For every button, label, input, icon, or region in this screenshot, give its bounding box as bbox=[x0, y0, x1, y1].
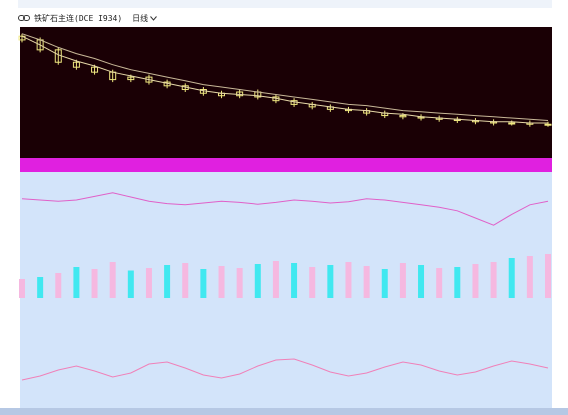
moving-average-fast bbox=[21, 35, 548, 124]
candle-body bbox=[72, 61, 80, 68]
price-indicator-band bbox=[20, 158, 552, 172]
bottom-scroll-bar[interactable] bbox=[0, 408, 568, 415]
volume-bar bbox=[109, 262, 116, 298]
volume-bar bbox=[182, 263, 189, 298]
volume-panel bbox=[19, 254, 551, 298]
candle-body bbox=[145, 76, 153, 83]
price-panel-background bbox=[20, 27, 552, 158]
volume-bar bbox=[490, 262, 497, 298]
volume-bar bbox=[526, 256, 533, 298]
chart-toolbar: 铁矿石主连(DCE I934) 日线 bbox=[18, 10, 568, 26]
volume-bar bbox=[55, 273, 62, 298]
volume-bar bbox=[145, 268, 152, 298]
volume-bar bbox=[37, 277, 44, 298]
window-top-strip bbox=[0, 0, 568, 8]
volume-bar bbox=[272, 261, 279, 298]
candle-body bbox=[508, 122, 516, 125]
volume-bar bbox=[508, 258, 515, 298]
volume-bar bbox=[545, 254, 551, 298]
volume-bar bbox=[127, 270, 134, 298]
volume-bar bbox=[381, 269, 388, 298]
indicator-panel bbox=[21, 192, 549, 226]
moving-average-slow bbox=[21, 33, 549, 121]
volume-bar bbox=[254, 264, 261, 298]
volume-bar bbox=[418, 265, 425, 298]
volume-bar bbox=[345, 262, 352, 298]
right-margin bbox=[552, 0, 568, 415]
volume-bar bbox=[73, 267, 80, 298]
volume-bar bbox=[19, 279, 25, 298]
candle-body bbox=[127, 76, 135, 81]
volume-bar bbox=[363, 266, 370, 298]
volume-bar bbox=[200, 269, 207, 298]
macd-line bbox=[21, 358, 549, 381]
link-icon[interactable] bbox=[18, 14, 30, 22]
macd-panel bbox=[21, 358, 549, 381]
volume-bar bbox=[436, 268, 443, 298]
volume-bar bbox=[399, 263, 406, 298]
left-margin bbox=[0, 0, 18, 415]
indicator-line bbox=[21, 192, 549, 226]
candle-body bbox=[544, 123, 552, 126]
volume-bar bbox=[309, 267, 316, 298]
period-label: 日线 bbox=[132, 13, 149, 23]
volume-bar bbox=[164, 265, 171, 298]
volume-bar bbox=[291, 263, 298, 298]
price-panel bbox=[18, 33, 552, 127]
volume-bar bbox=[236, 268, 243, 298]
volume-bar bbox=[472, 264, 479, 298]
volume-bar bbox=[454, 267, 461, 298]
volume-bar bbox=[91, 269, 98, 298]
candle-body bbox=[91, 66, 99, 73]
symbol-title: 铁矿石主连(DCE I934) bbox=[34, 13, 123, 23]
volume-bar bbox=[218, 266, 225, 298]
lower-panels-background bbox=[20, 172, 552, 408]
volume-bar bbox=[327, 265, 334, 298]
chevron-down-icon bbox=[150, 15, 158, 21]
candle-body bbox=[399, 115, 407, 118]
period-select[interactable]: 日线 bbox=[132, 13, 158, 24]
